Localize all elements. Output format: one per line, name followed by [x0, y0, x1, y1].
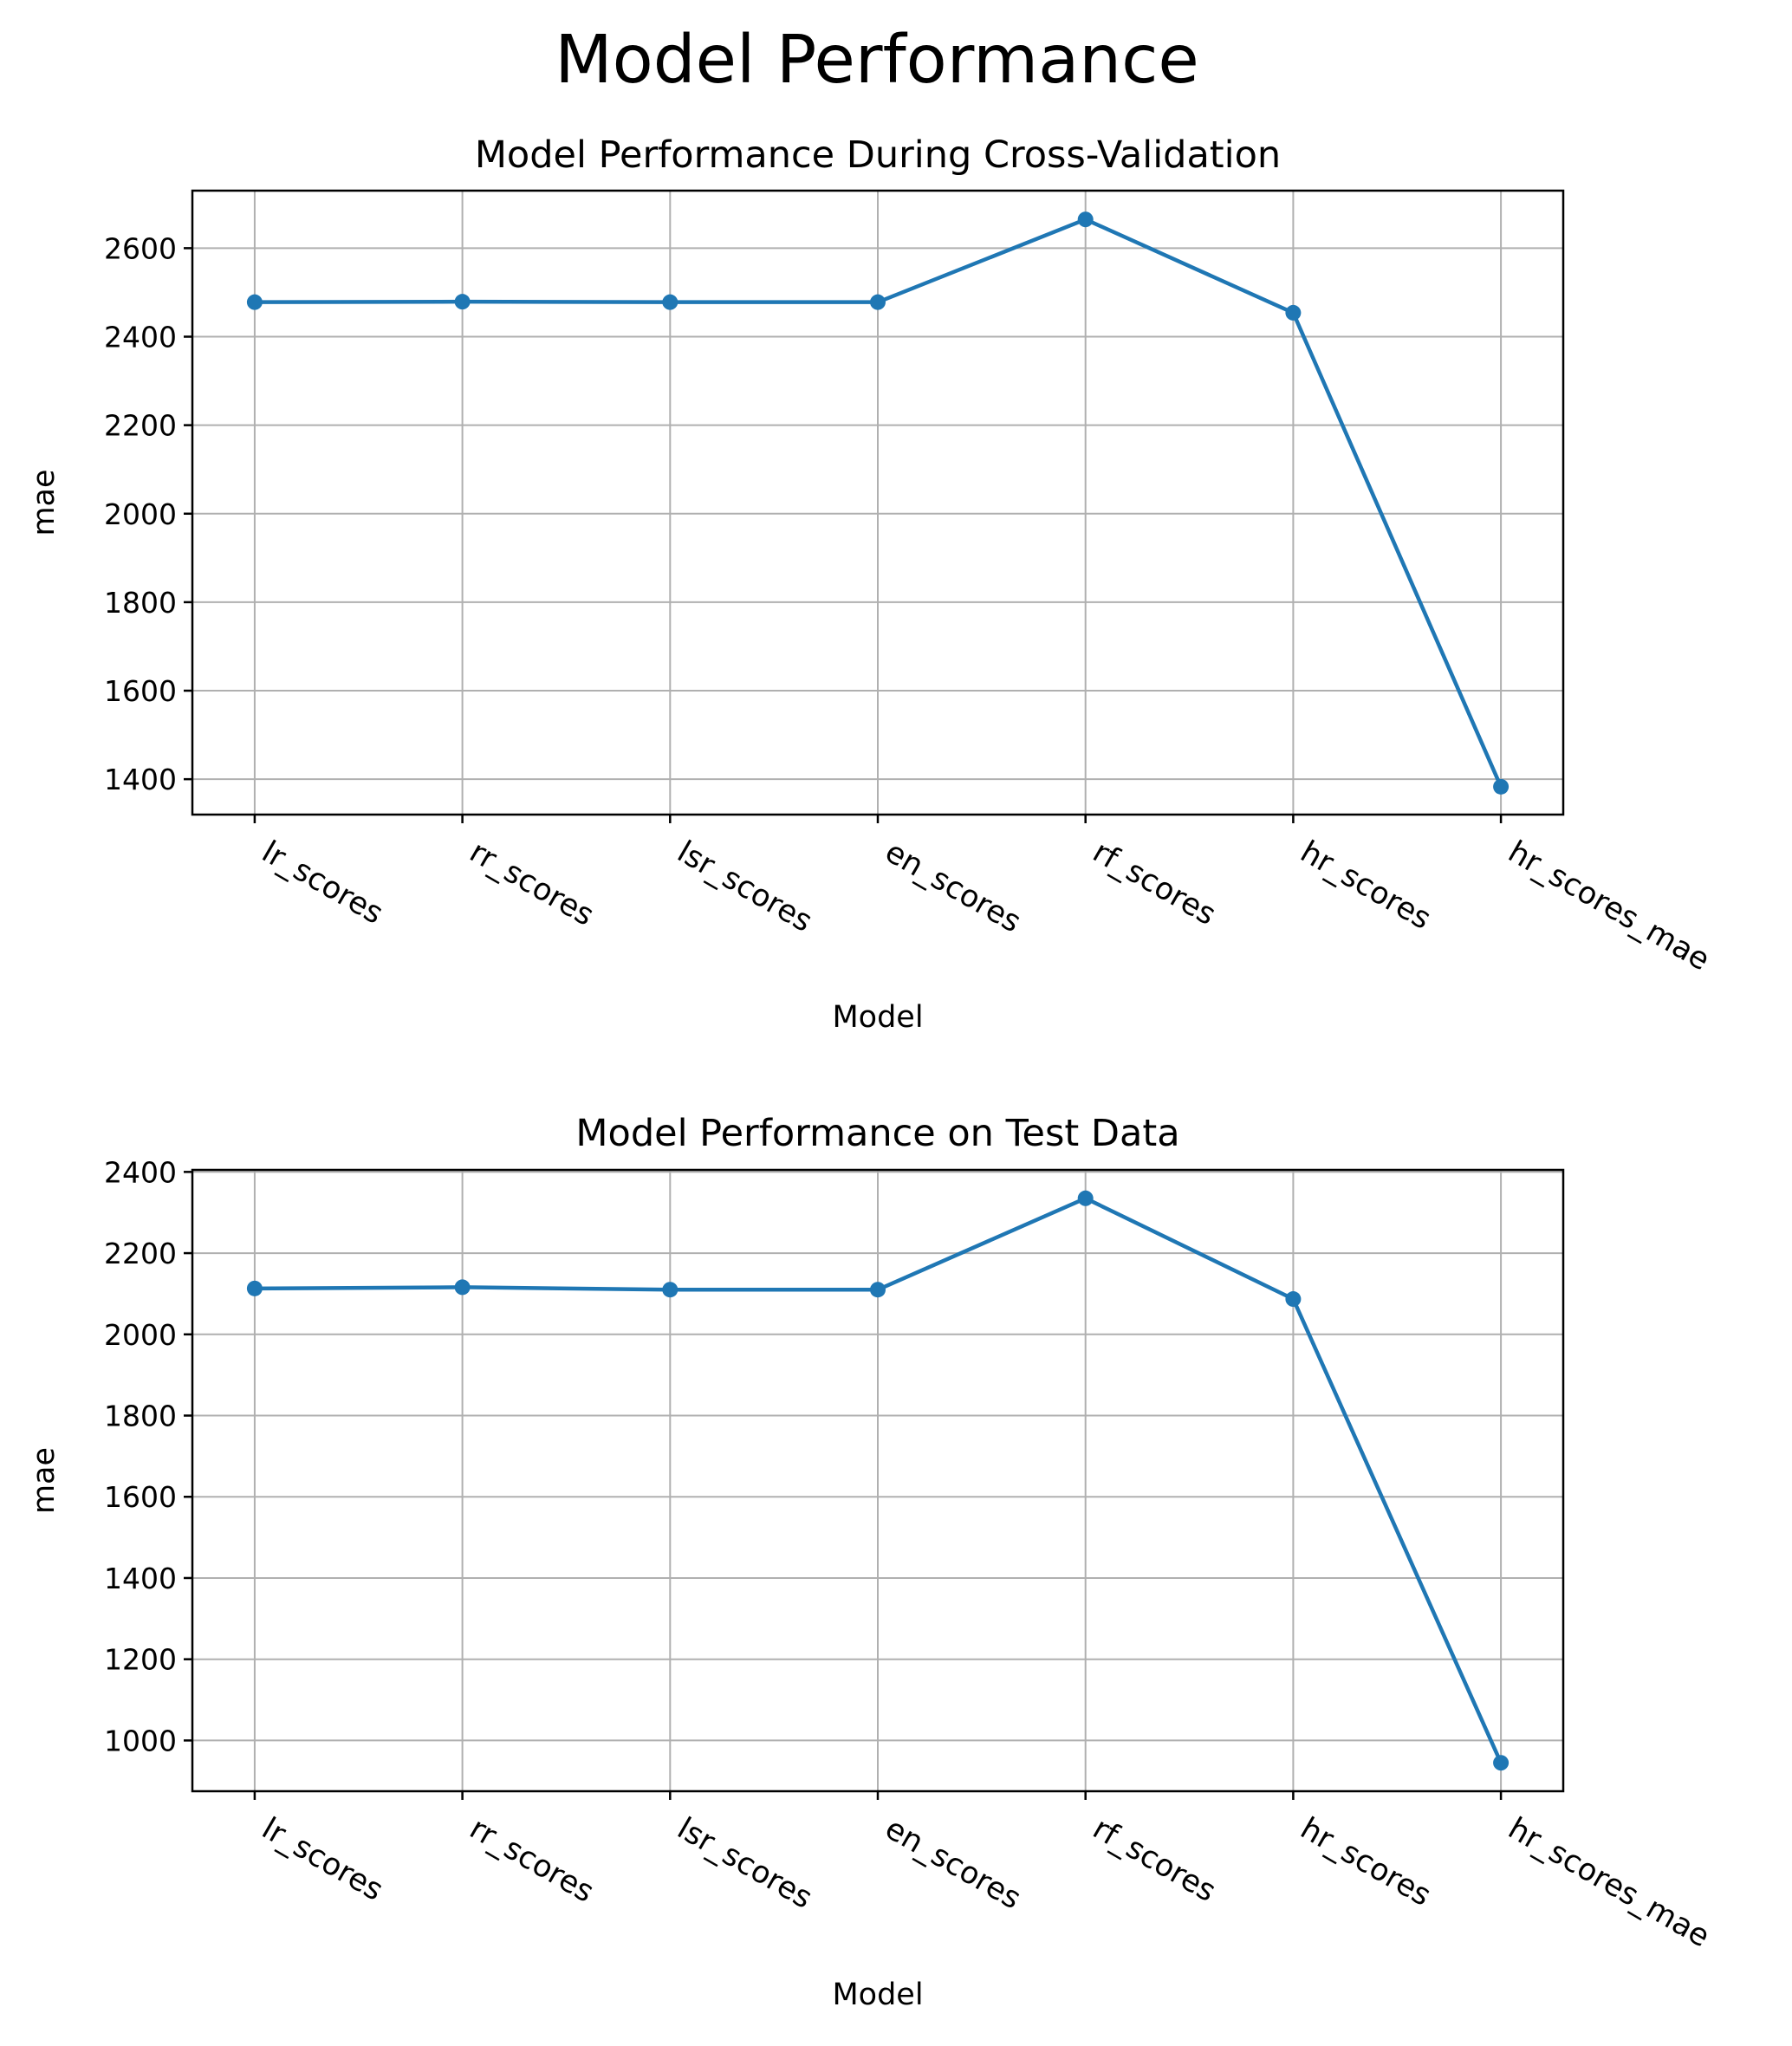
y-tick-label: 1400 [104, 1562, 177, 1595]
data-point [454, 1279, 471, 1296]
data-point [662, 1282, 678, 1298]
y-axis-label: mae [27, 469, 62, 536]
data-point [1493, 778, 1510, 795]
y-tick-label: 2600 [104, 231, 177, 265]
y-tick-label: 2000 [104, 1318, 177, 1352]
y-tick-label: 1600 [104, 674, 177, 708]
figure-title: Model Performance [555, 22, 1199, 99]
y-tick-label: 2000 [104, 497, 177, 531]
data-point [246, 1280, 263, 1296]
y-tick-label: 1800 [104, 1400, 177, 1433]
data-point [1285, 1291, 1302, 1308]
y-tick-label: 1800 [104, 586, 177, 620]
y-tick-label: 1400 [104, 763, 177, 796]
x-axis-label: Model [832, 1000, 923, 1035]
data-point [1077, 1190, 1094, 1206]
y-tick-label: 2400 [104, 321, 177, 354]
y-tick-label: 1000 [104, 1724, 177, 1757]
y-tick-label: 2200 [104, 1237, 177, 1270]
data-point [1077, 211, 1094, 228]
data-point [1493, 1755, 1510, 1771]
chart-title: Model Performance During Cross-Validatio… [475, 133, 1281, 177]
data-point [870, 1282, 886, 1298]
y-tick-label: 2400 [104, 1155, 177, 1189]
data-point [870, 294, 886, 310]
data-point [1285, 304, 1302, 321]
y-tick-label: 1600 [104, 1480, 177, 1514]
x-axis-label: Model [832, 1978, 923, 2012]
y-axis-label: mae [27, 1447, 62, 1514]
y-tick-label: 2200 [104, 409, 177, 443]
data-point [454, 294, 471, 310]
data-point [662, 294, 678, 310]
data-point [246, 294, 263, 310]
chart-title: Model Performance on Test Data [575, 1112, 1179, 1155]
y-tick-label: 1200 [104, 1643, 177, 1677]
